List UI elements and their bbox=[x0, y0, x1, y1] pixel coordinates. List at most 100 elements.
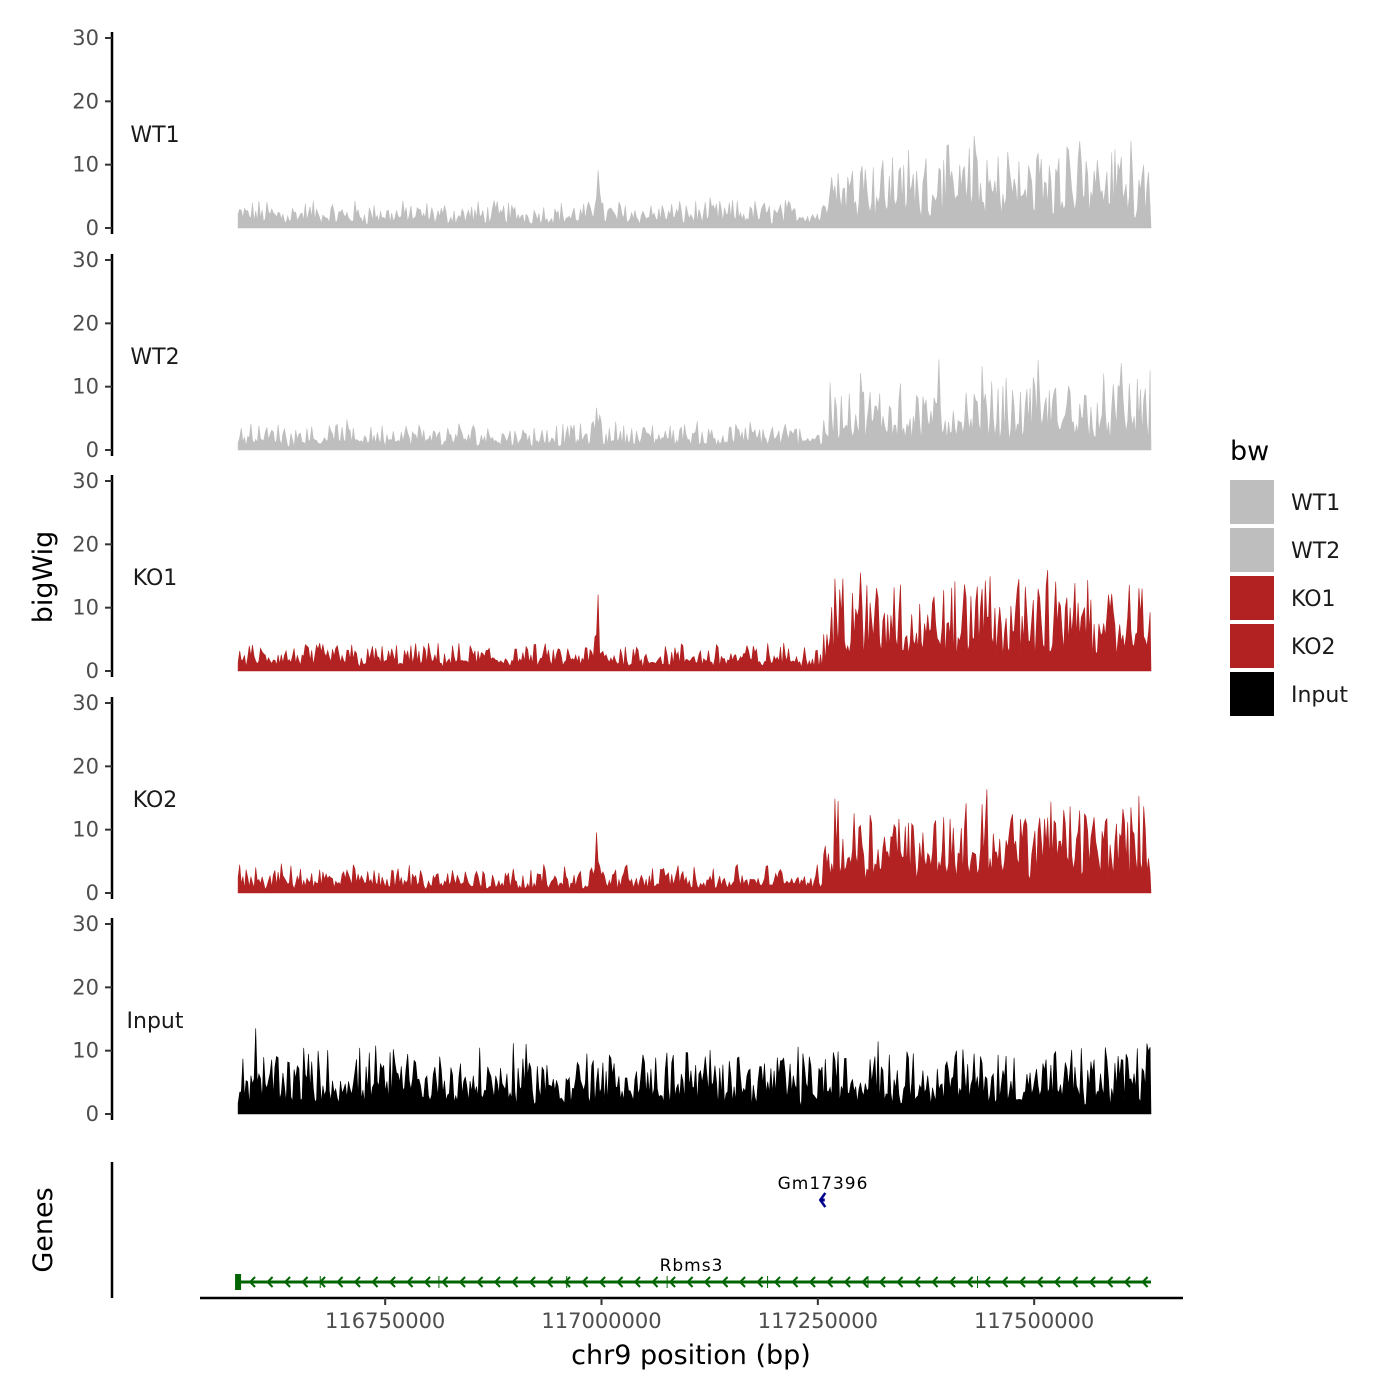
strand-arrow bbox=[651, 1276, 659, 1288]
exon-block bbox=[235, 1274, 242, 1290]
track-input: 0 10 20 30 Input bbox=[72, 912, 1152, 1126]
y-tick-label: 0 bbox=[86, 1102, 99, 1126]
track-ko2: 0 10 20 30 KO2 bbox=[72, 691, 1152, 905]
y-axis-title: bigWig bbox=[28, 531, 59, 624]
signal-area-wt2 bbox=[237, 359, 1152, 451]
strand-arrow bbox=[353, 1276, 361, 1288]
strand-arrow bbox=[1071, 1276, 1079, 1288]
signal-area-wt1 bbox=[237, 135, 1152, 229]
gene-gm17396: Gm17396 bbox=[778, 1174, 869, 1208]
signal-area-ko2 bbox=[237, 789, 1152, 894]
track-label: Input bbox=[127, 1009, 184, 1034]
y-tick-label: 30 bbox=[72, 26, 99, 50]
strand-arrow bbox=[756, 1276, 764, 1288]
x-axis-title: chr9 position (bp) bbox=[571, 1340, 811, 1371]
legend-key-ko1 bbox=[1230, 576, 1274, 620]
strand-arrow bbox=[966, 1276, 974, 1288]
strand-arrow bbox=[878, 1276, 886, 1288]
y-tick-label: 10 bbox=[72, 596, 99, 620]
strand-arrow bbox=[493, 1276, 501, 1288]
y-tick-label: 20 bbox=[72, 89, 99, 113]
legend-label: KO2 bbox=[1291, 635, 1336, 660]
strand-arrow bbox=[1141, 1276, 1149, 1288]
strand-arrow bbox=[896, 1276, 904, 1288]
genes-panel-label: Genes bbox=[28, 1187, 59, 1272]
strand-arrow bbox=[441, 1276, 449, 1288]
strand-arrow bbox=[931, 1276, 939, 1288]
legend-label: WT1 bbox=[1291, 491, 1340, 516]
strand-arrow bbox=[721, 1276, 729, 1288]
strand-arrow bbox=[388, 1276, 396, 1288]
y-tick-label: 10 bbox=[72, 375, 99, 399]
track-label: KO2 bbox=[133, 788, 178, 813]
track-label: KO1 bbox=[133, 566, 178, 591]
strand-arrow bbox=[703, 1276, 711, 1288]
track-wt2: 0 10 20 30 WT2 bbox=[72, 248, 1152, 462]
strand-arrow bbox=[1036, 1276, 1044, 1288]
strand-arrow bbox=[983, 1276, 991, 1288]
x-tick-label: 116750000 bbox=[325, 1309, 445, 1333]
strand-arrow bbox=[371, 1276, 379, 1288]
track-label: WT1 bbox=[130, 123, 179, 148]
y-tick-label: 0 bbox=[86, 881, 99, 905]
y-tick-label: 20 bbox=[72, 975, 99, 999]
strand-arrow bbox=[1106, 1276, 1114, 1288]
x-tick-label: 117500000 bbox=[974, 1309, 1094, 1333]
strand-arrow bbox=[581, 1276, 589, 1288]
y-tick-label: 0 bbox=[86, 659, 99, 683]
x-tick-label: 117250000 bbox=[758, 1309, 878, 1333]
strand-arrow bbox=[773, 1276, 781, 1288]
strand-arrow bbox=[826, 1276, 834, 1288]
signal-area-input bbox=[237, 1028, 1152, 1115]
strand-arrow bbox=[1053, 1276, 1061, 1288]
legend-key-input bbox=[1230, 672, 1274, 716]
strand-arrow bbox=[283, 1276, 291, 1288]
signal-area-ko1 bbox=[237, 569, 1152, 672]
strand-arrow bbox=[616, 1276, 624, 1288]
strand-arrow bbox=[791, 1276, 799, 1288]
strand-arrow bbox=[738, 1276, 746, 1288]
track-wt1: 0 10 20 30 WT1 bbox=[72, 26, 1152, 240]
strand-arrow bbox=[406, 1276, 414, 1288]
strand-arrow bbox=[511, 1276, 519, 1288]
y-tick-label: 0 bbox=[86, 438, 99, 462]
track-label: WT2 bbox=[130, 345, 179, 370]
strand-arrow bbox=[808, 1276, 816, 1288]
gene-label: Gm17396 bbox=[778, 1174, 869, 1194]
y-tick-label: 20 bbox=[72, 754, 99, 778]
strand-arrow bbox=[861, 1276, 869, 1288]
strand-arrow bbox=[1018, 1276, 1026, 1288]
legend-label: KO1 bbox=[1291, 587, 1336, 612]
y-tick-label: 10 bbox=[72, 1039, 99, 1063]
legend: bw WT1 WT2 KO1 KO2 Input bbox=[1230, 436, 1348, 716]
strand-arrow bbox=[423, 1276, 431, 1288]
y-tick-label: 10 bbox=[72, 818, 99, 842]
strand-arrow bbox=[1123, 1276, 1131, 1288]
strand-arrow bbox=[563, 1276, 571, 1288]
y-tick-label: 20 bbox=[72, 532, 99, 556]
y-tick-label: 0 bbox=[86, 216, 99, 240]
gene-label: Rbms3 bbox=[660, 1256, 724, 1276]
y-tick-label: 30 bbox=[72, 248, 99, 272]
strand-arrow bbox=[266, 1276, 274, 1288]
strand-arrow bbox=[1001, 1276, 1009, 1288]
y-tick-label: 20 bbox=[72, 311, 99, 335]
strand-arrow bbox=[843, 1276, 851, 1288]
y-tick-label: 30 bbox=[72, 912, 99, 936]
y-tick-label: 30 bbox=[72, 469, 99, 493]
y-tick-label: 30 bbox=[72, 691, 99, 715]
strand-arrow bbox=[1088, 1276, 1096, 1288]
strand-arrow bbox=[476, 1276, 484, 1288]
strand-arrow bbox=[686, 1276, 694, 1288]
strand-arrow bbox=[546, 1276, 554, 1288]
legend-key-wt2 bbox=[1230, 528, 1274, 572]
strand-arrow bbox=[248, 1276, 256, 1288]
strand-arrow bbox=[528, 1276, 536, 1288]
x-axis: chr9 position (bp) 116750000 117000000 117… bbox=[200, 1296, 1183, 1371]
signal-tracks: 0 10 20 30 WT1 0 10 20 30 WT2 0 10 20 30 KO1 0 10 20 30 KO2… bbox=[72, 26, 1152, 1126]
y-tick-label: 10 bbox=[72, 153, 99, 177]
gene-track: Genes Gm17396 Rbms3 bbox=[28, 1162, 1151, 1298]
gene-rbms3: Rbms3 bbox=[235, 1256, 1151, 1290]
legend-label: WT2 bbox=[1291, 539, 1340, 564]
